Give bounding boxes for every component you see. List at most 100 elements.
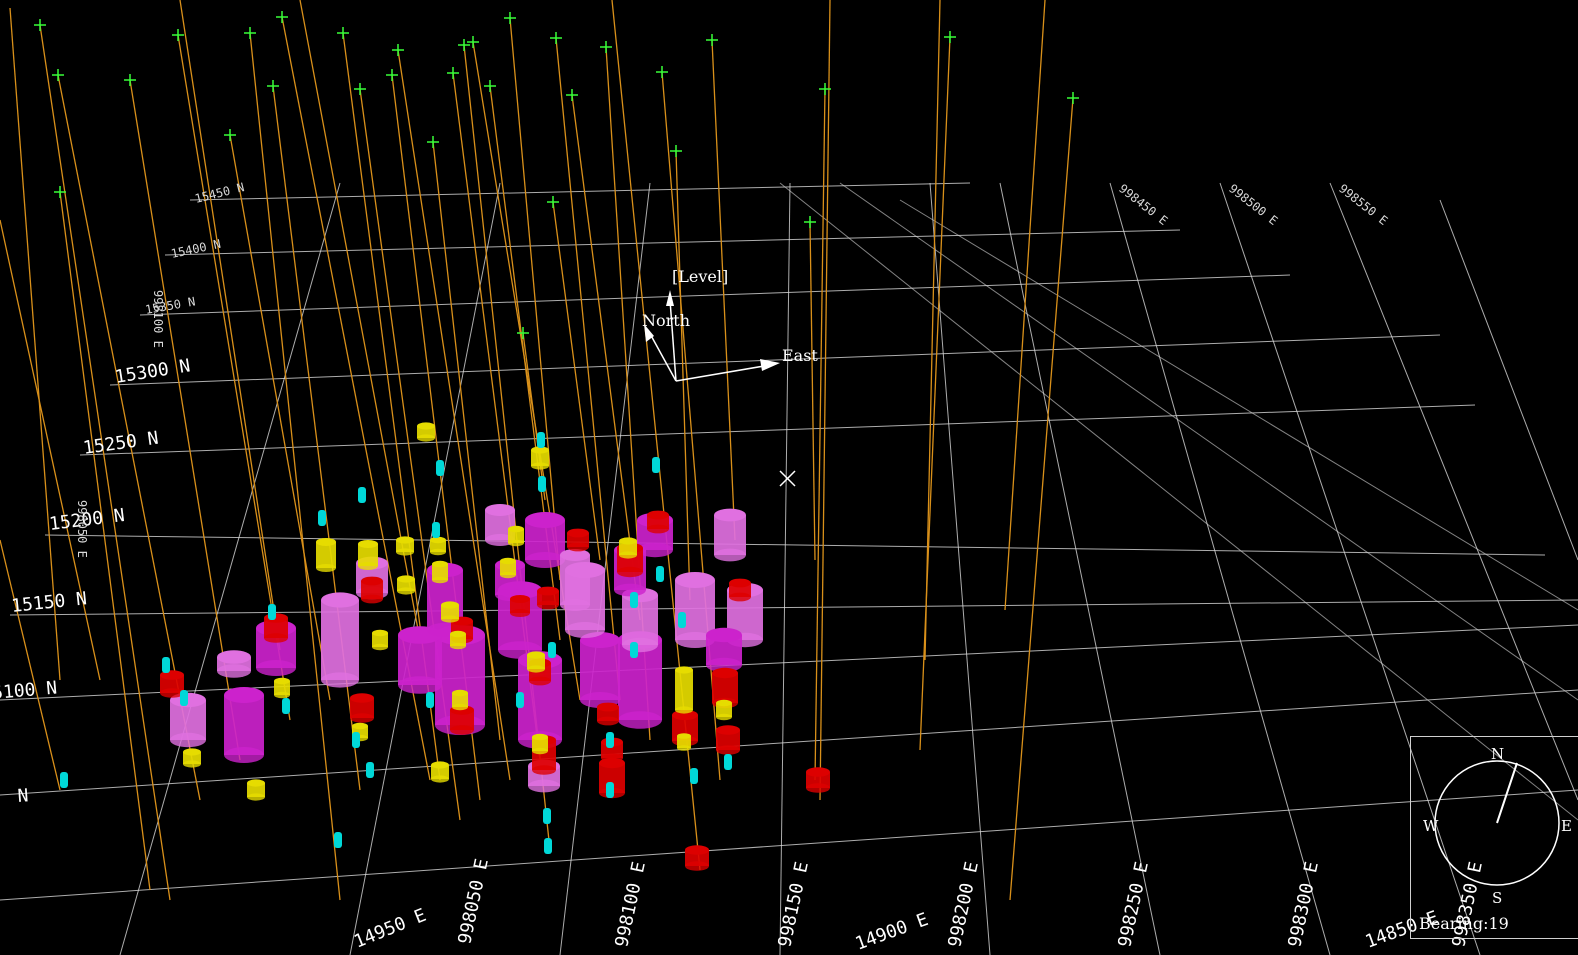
interval-top-47: [729, 578, 751, 588]
interval-bottom-31: [532, 765, 556, 775]
interval-cyan-17: [426, 692, 434, 708]
interval-body-65: [274, 681, 290, 695]
interval-body-61: [450, 634, 466, 646]
interval-cyan-15: [690, 768, 698, 784]
drillhole-trace-30: [809, 221, 816, 561]
east-grid-labels: 14950 E 998050 E 998100 E 998150 E 14900…: [351, 857, 1487, 955]
interval-bottom-44: [601, 753, 623, 763]
interval-top-26: [361, 576, 383, 586]
grid-line-east-8: [1329, 182, 1578, 801]
interval-bottom-61: [450, 642, 466, 650]
north-axis-label: North: [642, 311, 690, 330]
interval-body-48: [316, 542, 336, 568]
interval-cyan-20: [282, 698, 290, 714]
interval-body-49: [358, 544, 378, 566]
interval-bottom-65: [274, 691, 290, 699]
interval-bottom-5: [398, 676, 442, 694]
interval-bottom-48: [316, 564, 336, 572]
interval-body-28: [160, 675, 184, 693]
east-label-998150: 998150 E: [774, 860, 813, 949]
east-label-998300: 998300 E: [1284, 860, 1323, 949]
interval-top-21: [224, 687, 264, 703]
interval-bottom-67: [183, 760, 201, 768]
interval-top-59: [675, 666, 693, 674]
drillhole-trace-31: [919, 36, 951, 751]
interval-top-29: [350, 693, 374, 703]
interval-bottom-22: [170, 732, 206, 748]
grid-line-north-6: [9, 599, 1578, 616]
interval-bottom-72: [677, 745, 691, 751]
interval-top-58: [619, 537, 637, 545]
side-grid-labels: 998050 E 998100 E: [75, 290, 165, 558]
interval-bottom-39: [617, 566, 643, 578]
interval-bottom-69: [431, 775, 449, 783]
interval-bottom-15: [614, 583, 646, 597]
interval-bottom-26: [361, 594, 383, 604]
grid-line-north-7: [0, 624, 1578, 701]
grid-line-diag-2: [899, 199, 1578, 611]
drillhole-trace-6: [249, 32, 341, 901]
north-label-15050: N: [17, 785, 29, 807]
level-arrow-icon: [666, 290, 674, 306]
interval-cyan-7: [656, 566, 664, 582]
interval-bottom-7: [565, 622, 605, 638]
interval-bottom-36: [806, 783, 830, 793]
interval-bottom-14: [714, 548, 746, 562]
interval-bottom-70: [716, 713, 732, 721]
interval-top-63: [527, 651, 545, 659]
interval-cyan-10: [606, 732, 614, 748]
bearing-label: Bearing:19: [1419, 914, 1509, 933]
grid-line-north-4: [79, 404, 1476, 456]
interval-bottom-47: [729, 592, 751, 602]
interval-top-70: [716, 699, 732, 707]
interval-body-56: [508, 529, 524, 543]
interval-body-27: [264, 618, 288, 638]
drillhole-trace-18: [509, 17, 561, 581]
interval-cyan-3: [432, 522, 440, 538]
interval-body-60: [441, 605, 459, 619]
grid-line-east-3: [779, 182, 791, 955]
side-label-998100: 998100 E: [151, 290, 165, 348]
drillhole-trace-33: [1009, 97, 1074, 901]
grid-line-north-5: [44, 534, 1546, 556]
interval-body-16: [560, 555, 590, 605]
interval-cyan-22: [60, 772, 68, 788]
interval-bottom-27: [264, 633, 288, 643]
north-label-15100: 15100 N: [0, 677, 58, 705]
interval-top-34: [712, 667, 738, 679]
interval-cyan-1: [358, 487, 366, 503]
interval-bottom-66: [247, 793, 265, 801]
interval-bottom-24: [528, 779, 560, 793]
grid-line-east-6: [1109, 182, 1331, 955]
interval-top-43: [597, 702, 619, 712]
compass-south: S: [1492, 889, 1502, 907]
interval-top-49: [358, 540, 378, 548]
interval-body-4: [580, 640, 620, 700]
interval-body-30: [450, 710, 474, 730]
interval-top-16: [560, 549, 590, 561]
drillhole-trace-37: [9, 7, 61, 681]
interval-body-9: [675, 580, 715, 640]
drillhole-trace-19: [522, 332, 546, 501]
interval-top-55: [531, 446, 549, 454]
interval-bottom-20: [256, 660, 296, 676]
interval-top-23: [217, 650, 251, 664]
interval-bottom-64: [372, 643, 388, 651]
interval-cyan-13: [544, 838, 552, 854]
pivot-cursor-icon[interactable]: [779, 470, 796, 487]
interval-bottom-56: [508, 539, 524, 547]
interval-bottom-55: [531, 462, 549, 470]
interval-bottom-28: [160, 688, 184, 698]
bearing-value: 19: [1488, 914, 1508, 933]
interval-body-3: [618, 640, 662, 720]
interval-bottom-30: [450, 725, 474, 735]
interval-bottom-60: [441, 615, 459, 623]
interval-top-25: [706, 627, 742, 643]
interval-top-38: [647, 510, 669, 520]
interval-cyan-21: [180, 690, 188, 706]
drillhole-trace-28: [819, 0, 831, 801]
east-label-998200: 998200 E: [944, 860, 983, 949]
interval-cyan-19: [366, 762, 374, 778]
